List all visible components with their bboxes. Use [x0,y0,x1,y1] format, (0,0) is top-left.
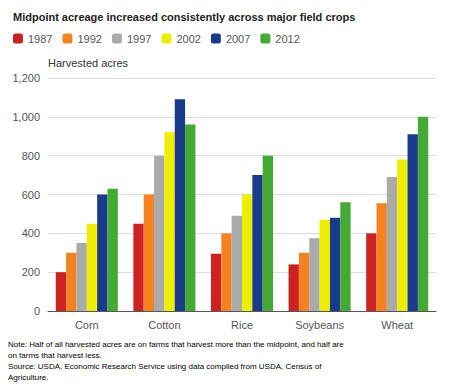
svg-text:Wheat: Wheat [381,319,413,331]
svg-text:1,000: 1,000 [12,111,40,123]
svg-text:Cotton: Cotton [148,319,180,331]
svg-text:1997: 1997 [127,33,151,45]
svg-text:0: 0 [34,305,40,317]
svg-text:1992: 1992 [77,33,101,45]
svg-text:Harvested acres: Harvested acres [48,57,129,69]
svg-text:600: 600 [22,189,40,201]
svg-text:800: 800 [22,150,40,162]
svg-text:Corn: Corn [75,319,99,331]
svg-text:2012: 2012 [275,33,299,45]
svg-text:200: 200 [22,266,40,278]
svg-text:400: 400 [22,227,40,239]
svg-text:1987: 1987 [28,33,52,45]
svg-text:Source: USDA, Economic Researc: Source: USDA, Economic Research Service … [8,362,322,371]
svg-text:Note: Half of all harvested ac: Note: Half of all harvested acres are on… [8,340,344,349]
svg-text:1,200: 1,200 [12,72,40,84]
svg-text:Agriculture.: Agriculture. [8,373,48,382]
svg-text:Rice: Rice [231,319,253,331]
svg-text:Soybeans: Soybeans [295,319,344,331]
svg-text:Midpoint acreage increased con: Midpoint acreage increased consistently … [13,11,355,23]
svg-text:on farms that harvest less.: on farms that harvest less. [8,351,102,360]
svg-text:2007: 2007 [226,33,250,45]
svg-text:2002: 2002 [176,33,200,45]
